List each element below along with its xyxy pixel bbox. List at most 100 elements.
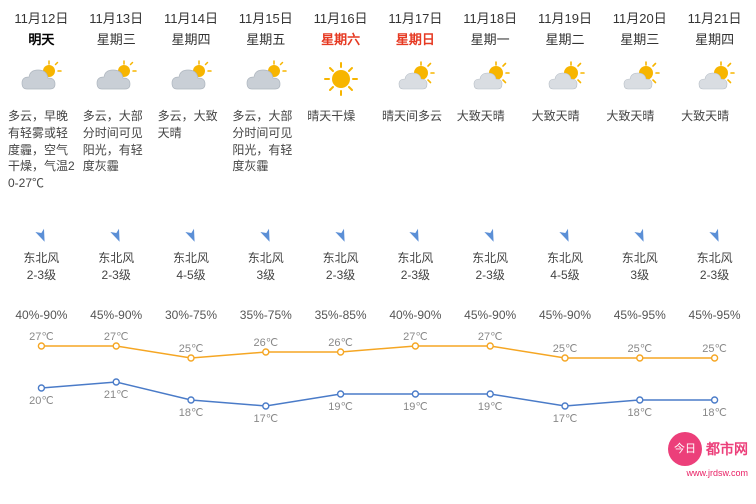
weather-desc: 多云，大致天晴 (156, 108, 227, 220)
low-temp-label: 19℃ (328, 400, 353, 413)
wind-level: 3级 (602, 267, 677, 284)
wind-level: 3级 (228, 267, 303, 284)
wind-column: 东北风2-3级 (378, 224, 453, 284)
weather-icon (530, 56, 601, 102)
wind-column: 东北风3级 (228, 224, 303, 284)
humidity-value: 35%-75% (228, 308, 303, 322)
wind-row: 东北风2-3级东北风2-3级东北风4-5级东北风3级东北风2-3级东北风2-3级… (0, 224, 756, 284)
humidity-value: 45%-95% (602, 308, 677, 322)
wind-direction-icon (228, 224, 303, 244)
wind-column: 东北风2-3级 (4, 224, 79, 284)
wind-column: 东北风2-3级 (79, 224, 154, 284)
wind-level: 2-3级 (453, 267, 528, 284)
weather-icon (455, 56, 526, 102)
day-column: 11月21日星期四大致天晴 (677, 8, 752, 220)
wind-direction: 东北风 (378, 250, 453, 267)
low-temp-label: 17℃ (254, 412, 279, 425)
wind-direction-icon (303, 224, 378, 244)
wind-column: 东北风4-5级 (154, 224, 229, 284)
temperature-chart: 27℃20℃27℃21℃25℃18℃26℃17℃26℃19℃27℃19℃27℃1… (4, 326, 752, 436)
wind-level: 4-5级 (154, 267, 229, 284)
day-column: 11月17日星期日晴天间多云 (378, 8, 453, 220)
date-label: 11月15日 (230, 8, 301, 27)
day-of-week: 星期六 (305, 29, 376, 48)
day-of-week: 星期三 (604, 29, 675, 48)
wind-direction-icon (154, 224, 229, 244)
high-temp-label: 26℃ (254, 336, 279, 349)
wind-direction: 东北风 (677, 250, 752, 267)
date-label: 11月13日 (81, 8, 152, 27)
day-of-week: 星期四 (679, 29, 750, 48)
weather-desc: 晴天干燥 (305, 108, 376, 220)
wind-direction-icon (528, 224, 603, 244)
wind-level: 4-5级 (528, 267, 603, 284)
weather-icon (305, 56, 376, 102)
watermark: 今日 都市网 (668, 432, 748, 466)
date-label: 11月16日 (305, 8, 376, 27)
humidity-row: 40%-90%45%-90%30%-75%35%-75%35%-85%40%-9… (0, 308, 756, 322)
weather-desc: 大致天晴 (530, 108, 601, 220)
wind-level: 2-3级 (4, 267, 79, 284)
high-temp-label: 25℃ (702, 342, 727, 355)
weather-desc: 大致天晴 (455, 108, 526, 220)
date-label: 11月12日 (6, 8, 77, 27)
date-label: 11月20日 (604, 8, 675, 27)
weather-desc: 大致天晴 (604, 108, 675, 220)
high-temp-label: 27℃ (104, 330, 129, 343)
date-label: 11月14日 (156, 8, 227, 27)
weather-desc: 晴天间多云 (380, 108, 451, 220)
wind-direction: 东北风 (4, 250, 79, 267)
day-column: 11月12日明天多云，早晚有轻雾或轻度霾，空气干燥，气温20-27℃ (4, 8, 79, 220)
day-of-week: 星期日 (380, 29, 451, 48)
date-label: 11月18日 (455, 8, 526, 27)
wind-column: 东北风2-3级 (677, 224, 752, 284)
date-label: 11月19日 (530, 8, 601, 27)
humidity-value: 45%-90% (453, 308, 528, 322)
wind-direction: 东北风 (602, 250, 677, 267)
wind-level: 2-3级 (303, 267, 378, 284)
date-label: 11月17日 (380, 8, 451, 27)
wind-column: 东北风4-5级 (528, 224, 603, 284)
weather-desc: 多云，大部分时间可见阳光，有轻度灰霾 (81, 108, 152, 220)
weather-desc: 多云，大部分时间可见阳光，有轻度灰霾 (230, 108, 301, 220)
wind-column: 东北风2-3级 (303, 224, 378, 284)
watermark-url: www.jrdsw.com (686, 468, 748, 478)
wind-level: 2-3级 (677, 267, 752, 284)
humidity-value: 45%-90% (79, 308, 154, 322)
low-temp-label: 19℃ (403, 400, 428, 413)
day-column: 11月15日星期五多云，大部分时间可见阳光，有轻度灰霾 (228, 8, 303, 220)
forecast-grid: 11月12日明天多云，早晚有轻雾或轻度霾，空气干燥，气温20-27℃11月13日… (0, 0, 756, 220)
wind-direction: 东北风 (228, 250, 303, 267)
day-of-week: 明天 (6, 29, 77, 48)
wind-direction-icon (453, 224, 528, 244)
weather-desc: 多云，早晚有轻雾或轻度霾，空气干燥，气温20-27℃ (6, 108, 77, 220)
weather-icon (380, 56, 451, 102)
wind-direction-icon (79, 224, 154, 244)
day-of-week: 星期三 (81, 29, 152, 48)
day-of-week: 星期一 (455, 29, 526, 48)
weather-icon (679, 56, 750, 102)
day-of-week: 星期二 (530, 29, 601, 48)
high-temp-label: 27℃ (29, 330, 54, 343)
wind-direction-icon (4, 224, 79, 244)
day-column: 11月14日星期四多云，大致天晴 (154, 8, 229, 220)
weather-icon (81, 56, 152, 102)
weather-icon (6, 56, 77, 102)
day-column: 11月19日星期二大致天晴 (528, 8, 603, 220)
day-column: 11月18日星期一大致天晴 (453, 8, 528, 220)
date-label: 11月21日 (679, 8, 750, 27)
high-temp-label: 25℃ (553, 342, 578, 355)
low-temp-label: 21℃ (104, 388, 129, 401)
high-temp-label: 27℃ (403, 330, 428, 343)
low-temp-label: 18℃ (628, 406, 653, 419)
weather-icon (156, 56, 227, 102)
humidity-value: 30%-75% (154, 308, 229, 322)
high-temp-label: 25℃ (628, 342, 653, 355)
low-temp-label: 18℃ (702, 406, 727, 419)
humidity-value: 45%-90% (528, 308, 603, 322)
high-temp-label: 25℃ (179, 342, 204, 355)
wind-column: 东北风2-3级 (453, 224, 528, 284)
day-of-week: 星期五 (230, 29, 301, 48)
watermark-badge: 今日 (668, 432, 702, 466)
weather-icon (230, 56, 301, 102)
